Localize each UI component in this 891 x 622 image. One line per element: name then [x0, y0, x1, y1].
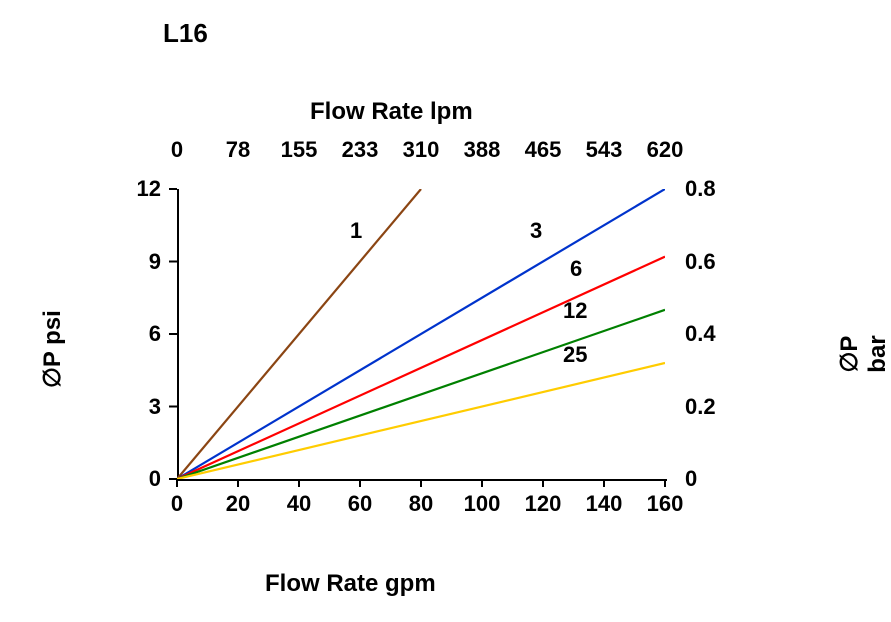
y-left-tick-label: 0 [149, 466, 161, 492]
y-left-tick-label: 12 [137, 176, 161, 202]
chart-svg [0, 0, 891, 622]
x-bottom-tick-label: 40 [287, 491, 311, 517]
x-bottom-tick-label: 100 [464, 491, 501, 517]
series-label-25: 25 [563, 342, 587, 368]
x-top-tick-label: 0 [171, 137, 183, 163]
y-right-tick-label: 0.6 [685, 249, 716, 275]
x-top-tick-label: 78 [226, 137, 250, 163]
y-left-tick-label: 6 [149, 321, 161, 347]
x-top-tick-label: 155 [281, 137, 318, 163]
x-top-tick-label: 233 [342, 137, 379, 163]
x-top-tick-label: 388 [464, 137, 501, 163]
y-left-tick-label: 3 [149, 394, 161, 420]
y-right-tick-label: 0.2 [685, 394, 716, 420]
y-left-tick-label: 9 [149, 249, 161, 275]
x-top-tick-label: 620 [647, 137, 684, 163]
x-top-tick-label: 465 [525, 137, 562, 163]
x-top-tick-label: 543 [586, 137, 623, 163]
chart-root: { "layout": { "width": 891, "height": 62… [0, 0, 891, 622]
x-top-tick-label: 310 [403, 137, 440, 163]
x-bottom-tick-label: 80 [409, 491, 433, 517]
x-bottom-tick-label: 140 [586, 491, 623, 517]
series-label-3: 3 [530, 218, 542, 244]
series-label-6: 6 [570, 256, 582, 282]
x-bottom-tick-label: 60 [348, 491, 372, 517]
y-right-tick-label: 0.4 [685, 321, 716, 347]
y-right-tick-label: 0 [685, 466, 697, 492]
series-label-1: 1 [350, 218, 362, 244]
y-right-tick-label: 0.8 [685, 176, 716, 202]
x-bottom-tick-label: 120 [525, 491, 562, 517]
series-label-12: 12 [563, 298, 587, 324]
x-bottom-tick-label: 20 [226, 491, 250, 517]
x-bottom-tick-label: 160 [647, 491, 684, 517]
x-bottom-tick-label: 0 [171, 491, 183, 517]
